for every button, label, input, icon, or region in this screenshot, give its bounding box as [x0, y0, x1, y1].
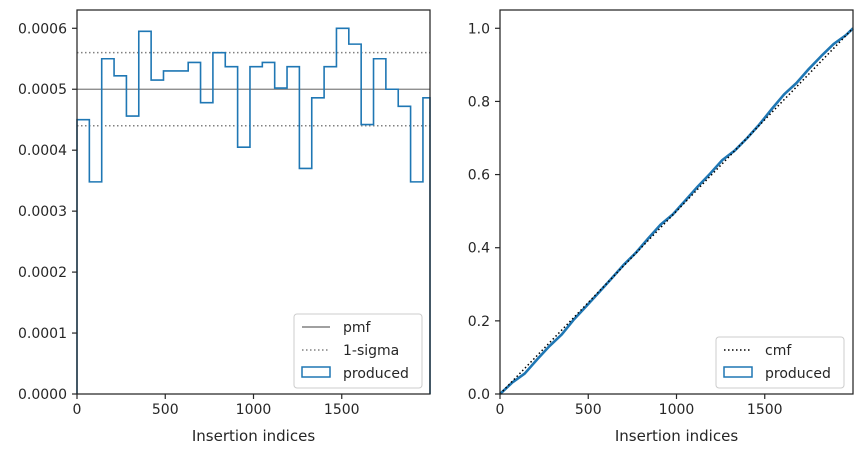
legend-produced-swatch — [301, 366, 331, 378]
cmf-chart-xlabel: Insertion indices — [615, 427, 738, 445]
x-tick-label: 500 — [575, 402, 602, 418]
x-tick-label: 1000 — [236, 402, 272, 418]
y-tick-label: 0.2 — [468, 314, 490, 330]
legend-cmf-label: cmf — [765, 343, 792, 359]
x-tick-label: 0 — [73, 402, 82, 418]
pmf-chart-xlabel: Insertion indices — [192, 427, 315, 445]
x-tick-label: 500 — [152, 402, 179, 418]
cmf-chart-ticks: 0 500 1000 1500 0.0 0.2 0.4 0.6 0.8 1.0 — [468, 21, 783, 418]
pmf-chart-legend: pmf 1-sigma produced — [293, 313, 423, 389]
pmf-chart-panel: 0 500 1000 1500 0.0000 0.0001 0.0002 0.0003 0.00… — [18, 9, 431, 445]
y-tick-label: 0.8 — [468, 94, 490, 110]
legend-1-sigma-label: 1-sigma — [343, 343, 399, 359]
x-tick-label: 1000 — [659, 402, 695, 418]
legend-frame — [293, 313, 423, 389]
produced-cumulative-series — [499, 27, 854, 395]
cmf-line — [499, 27, 854, 395]
y-tick-label: 0.0004 — [18, 143, 67, 159]
y-tick-label: 0.4 — [468, 241, 490, 257]
x-tick-label: 1500 — [747, 402, 783, 418]
cmf-chart-plot-area — [499, 27, 854, 395]
cmf-chart-panel: 0 500 1000 1500 0.0 0.2 0.4 0.6 0.8 1.0 Insertion… — [468, 9, 854, 445]
legend-produced-label: produced — [343, 366, 409, 382]
y-tick-label: 1.0 — [468, 21, 490, 37]
y-tick-label: 0.0006 — [18, 21, 67, 37]
pmf-chart-ticks: 0 500 1000 1500 0.0000 0.0001 0.0002 0.0003 0.00… — [18, 21, 360, 418]
pmf-chart-plot-area — [76, 27, 431, 394]
y-tick-label: 0.0003 — [18, 204, 67, 220]
y-tick-label: 0.0002 — [18, 265, 67, 281]
legend-produced-swatch — [723, 366, 753, 378]
legend-produced-label: produced — [765, 366, 831, 382]
y-tick-label: 0.6 — [468, 168, 490, 184]
y-tick-label: 0.0000 — [18, 387, 67, 403]
cmf-chart-legend: cmf produced — [715, 336, 845, 389]
cmf-chart-frame — [499, 9, 854, 395]
y-tick-label: 0.0001 — [18, 326, 67, 342]
x-tick-label: 0 — [496, 402, 505, 418]
y-tick-label: 0.0005 — [18, 82, 67, 98]
legend-pmf-label: pmf — [343, 320, 372, 336]
produced-step-series — [76, 27, 431, 394]
x-tick-label: 1500 — [324, 402, 360, 418]
y-tick-label: 0.0 — [468, 387, 490, 403]
